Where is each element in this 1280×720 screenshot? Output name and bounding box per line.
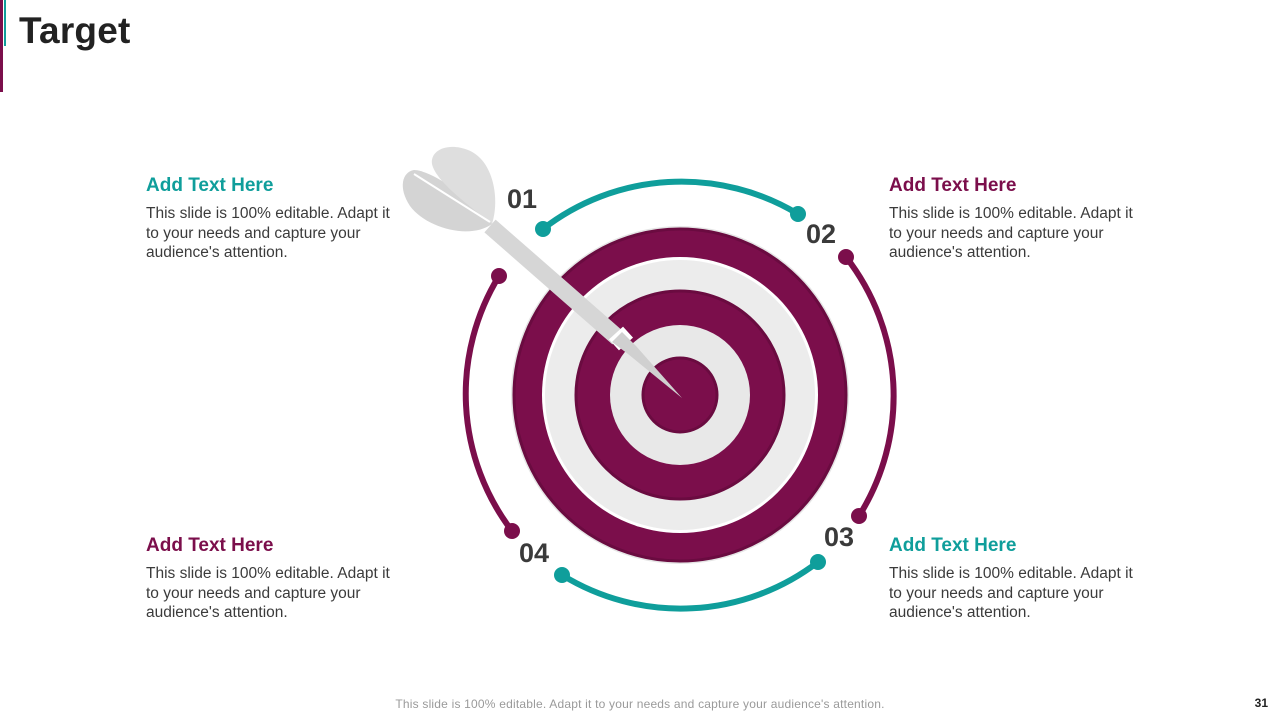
dart-flight-upper <box>431 146 496 224</box>
step-number-03: 03 <box>824 522 855 552</box>
text-block-body[interactable]: This slide is 100% editable. Adapt it to… <box>889 205 1133 261</box>
text-block-body[interactable]: This slide is 100% editable. Adapt it to… <box>146 205 390 261</box>
step-number-01: 01 <box>507 184 538 214</box>
step-number-04: 04 <box>519 538 550 568</box>
arc-04-start-dot <box>504 523 520 539</box>
arc-03-start-dot <box>810 554 826 570</box>
dart-icon <box>402 146 682 398</box>
arc-03-end-dot <box>554 567 570 583</box>
arc-03-teal <box>559 559 821 612</box>
arc-04-purple <box>462 273 515 534</box>
dart-tip <box>612 332 682 398</box>
arc-02-purple <box>843 254 897 519</box>
text-block-03: Add Text Here This slide is 100% editabl… <box>889 535 1139 623</box>
title-accent-bar-purple <box>0 0 3 92</box>
page-number: 31 <box>1254 696 1268 710</box>
footer-note: This slide is 100% editable. Adapt it to… <box>395 697 885 711</box>
dart-shaft <box>484 219 624 345</box>
arc-02-end-dot <box>851 508 867 524</box>
text-block-body[interactable]: This slide is 100% editable. Adapt it to… <box>146 565 390 621</box>
slide-title[interactable]: Target <box>19 10 131 51</box>
arc-04-end-dot <box>491 268 507 284</box>
step-number-02: 02 <box>806 219 837 249</box>
text-block-heading[interactable]: Add Text Here <box>889 535 1017 556</box>
text-block-heading[interactable]: Add Text Here <box>146 535 274 556</box>
text-block-02: Add Text Here This slide is 100% editabl… <box>889 175 1139 263</box>
text-block-body[interactable]: This slide is 100% editable. Adapt it to… <box>889 565 1133 621</box>
dart-flight-lower <box>402 170 492 232</box>
title-accent-bar-teal <box>4 0 6 46</box>
arc-01-teal <box>540 178 801 232</box>
arc-02-start-dot <box>838 249 854 265</box>
text-block-heading[interactable]: Add Text Here <box>146 175 274 196</box>
arc-01-end-dot <box>790 206 806 222</box>
arc-01-start-dot <box>535 221 551 237</box>
dart-flight-crease <box>413 173 491 223</box>
text-block-heading[interactable]: Add Text Here <box>889 175 1017 196</box>
text-block-01: Add Text Here This slide is 100% editabl… <box>146 175 396 263</box>
text-block-04: Add Text Here This slide is 100% editabl… <box>146 535 396 623</box>
